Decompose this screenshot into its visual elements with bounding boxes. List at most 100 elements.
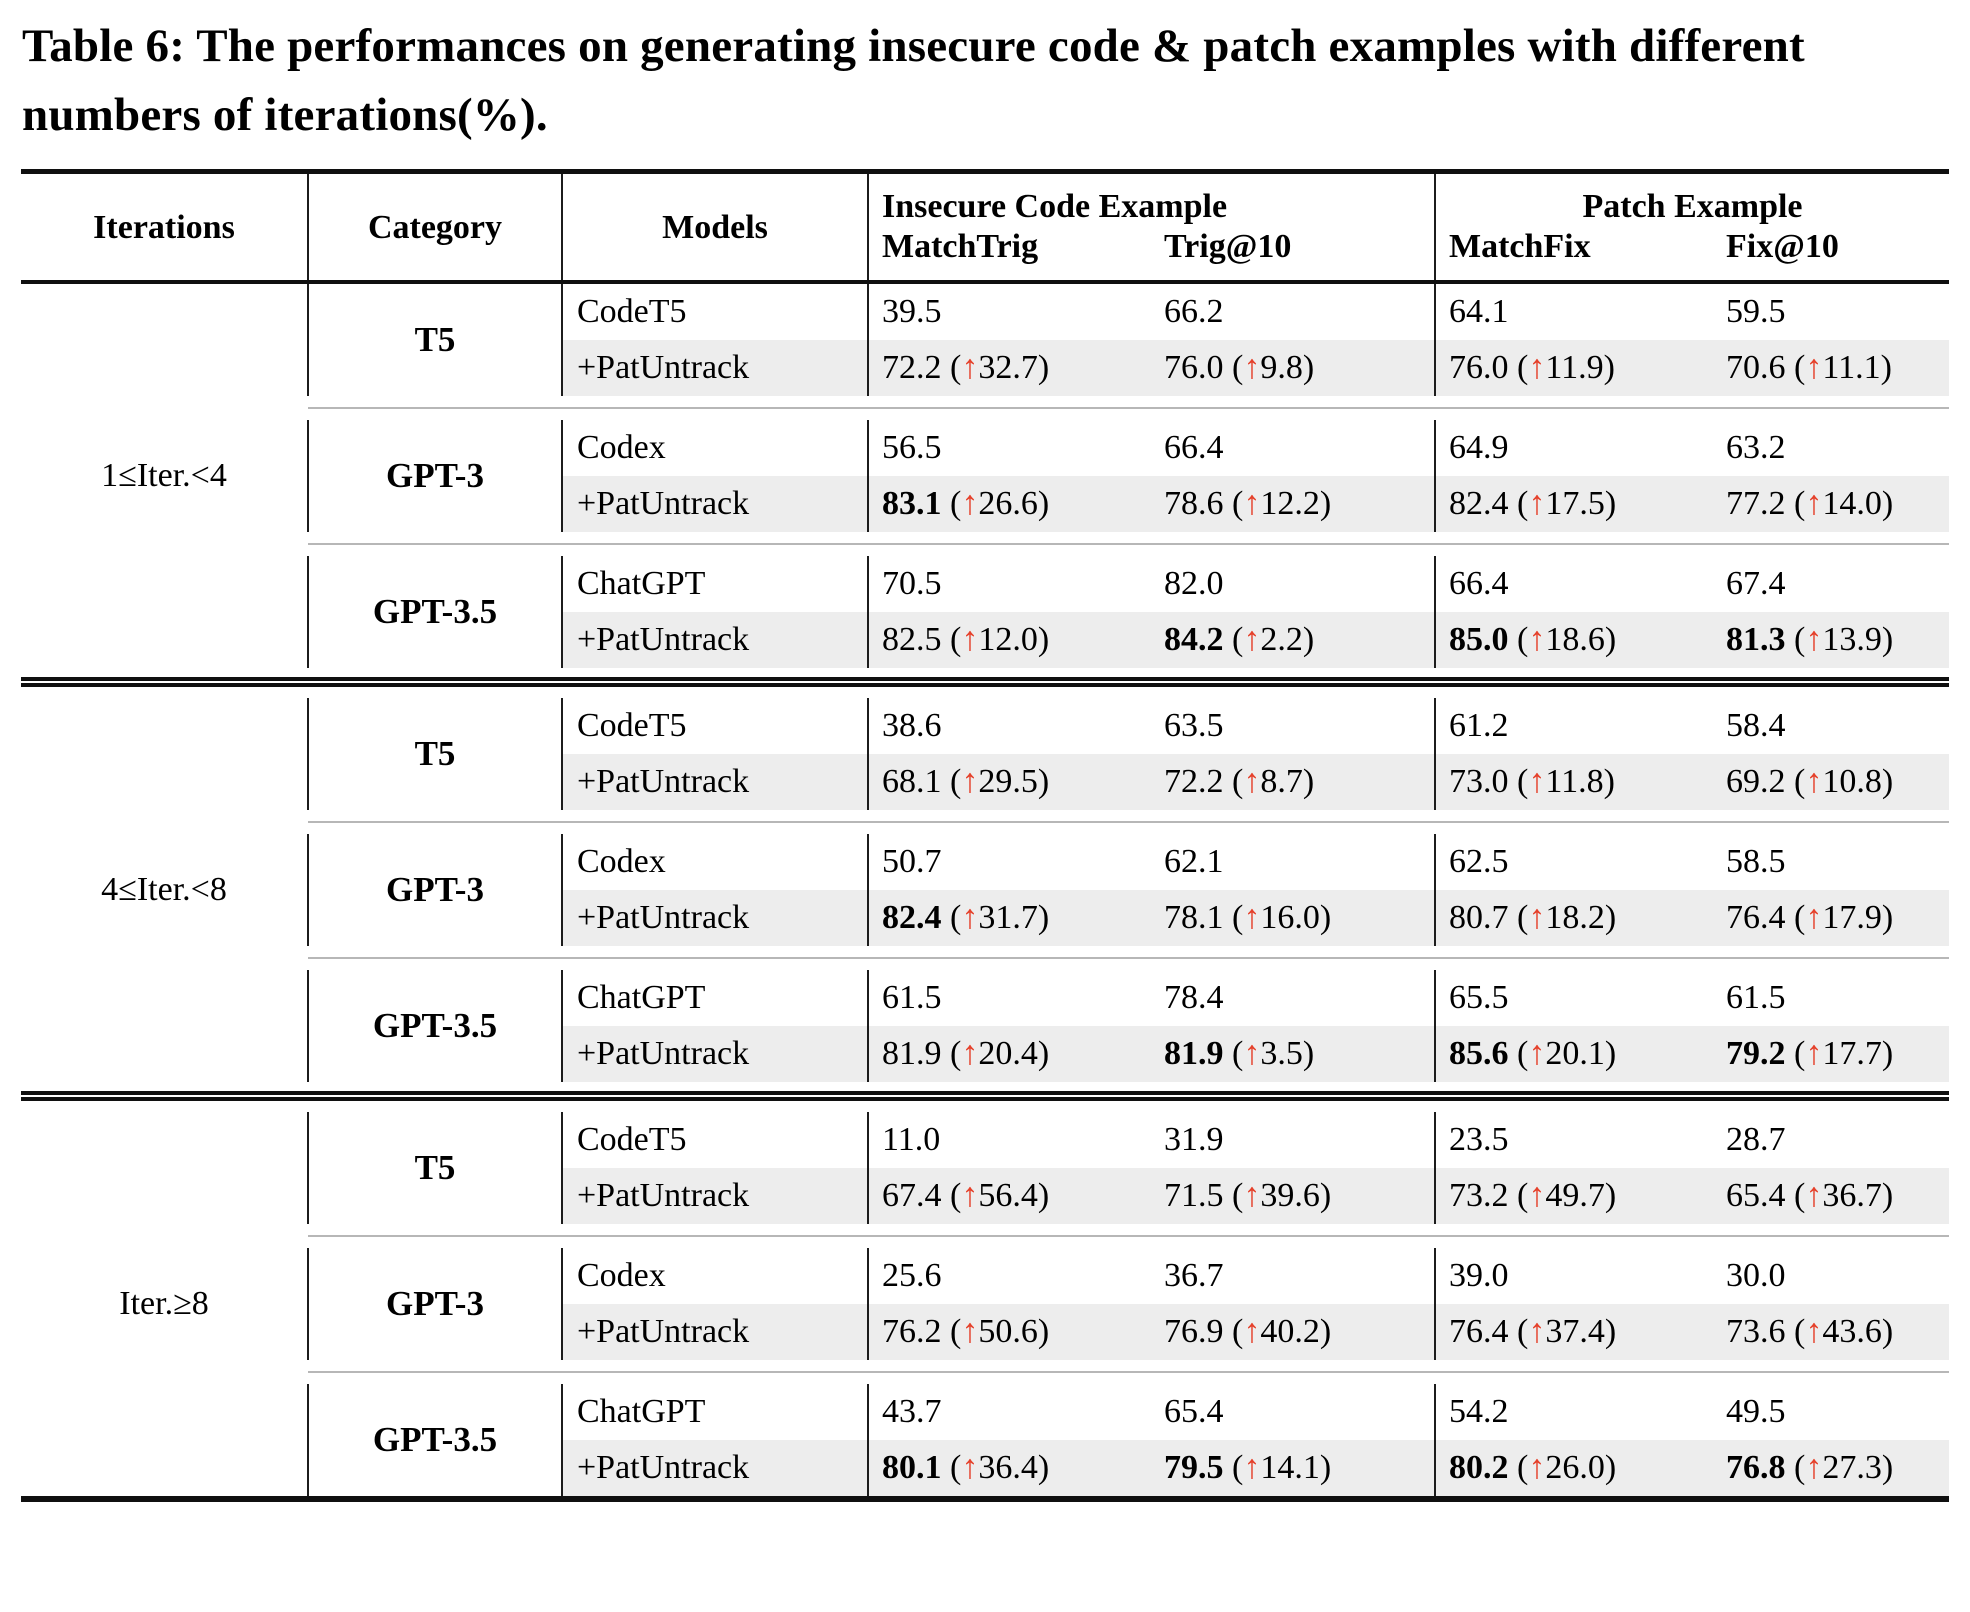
value-cell: 54.2 [1434, 1384, 1713, 1441]
subgroup-separator-row [21, 810, 1950, 834]
table-row: +PatUntrack 68.1 (↑29.5) 72.2 (↑8.7) 73.0 (… [21, 754, 1950, 811]
model-cell: +PatUntrack [561, 754, 868, 811]
table-row: Iter.≥8 T5 CodeT5 11.0 31.9 23.5 28.7 [21, 1112, 1949, 1322]
value-cell: 83.1 (↑26.6) [867, 476, 1151, 533]
value-cell: 67.4 (↑56.4) [867, 1168, 1151, 1225]
up-arrow-icon: ↑ [1528, 899, 1546, 937]
metric-value: 73.6 [1726, 1313, 1786, 1351]
metric-value: 66.4 [1449, 565, 1509, 603]
table-head: Iterations Category Models Insecure Code… [21, 174, 1950, 285]
metric-value: 79.5 [1164, 1449, 1224, 1487]
thin-divider [308, 957, 1950, 960]
value-cell: 85.6 (↑20.1) [1434, 1026, 1713, 1083]
value-cell: 58.4 [1713, 698, 1949, 754]
value-cell: 76.4 (↑17.9) [1713, 890, 1950, 947]
metric-value: 50.7 [882, 843, 942, 881]
header-rule-row [21, 280, 1950, 285]
up-arrow-icon: ↑ [1805, 621, 1823, 659]
subgroup-separator-row [21, 1360, 1950, 1384]
metric-value: 76.0 [1449, 349, 1509, 387]
metric-value: 58.4 [1726, 707, 1786, 745]
category-cell: GPT-3 [307, 834, 562, 947]
up-arrow-icon: ↑ [1243, 1177, 1261, 1215]
up-arrow-icon: ↑ [1805, 899, 1823, 937]
value-cell: 62.5 [1434, 834, 1713, 891]
value-cell: 50.7 [867, 834, 1151, 891]
up-arrow-icon: ↑ [1805, 485, 1823, 523]
up-arrow-icon: ↑ [1528, 1177, 1546, 1215]
category-cell: GPT-3 [307, 420, 562, 533]
value-cell: 38.6 [867, 698, 1151, 755]
model-cell: CodeT5 [561, 284, 868, 341]
thick-divider [21, 1091, 1950, 1102]
up-arrow-icon: ↑ [1805, 1177, 1823, 1215]
up-arrow-icon: ↑ [1243, 621, 1261, 659]
value-cell: 76.4 (↑37.4) [1434, 1304, 1713, 1361]
up-arrow-icon: ↑ [1528, 1313, 1546, 1351]
metric-value: 38.6 [882, 707, 942, 745]
value-cell: 81.3 (↑13.9) [1713, 612, 1950, 669]
metric-value: 80.2 [1449, 1449, 1509, 1487]
table-row: +PatUntrack 76.2 (↑50.6) 76.9 (↑40.2) 76.4 … [21, 1304, 1950, 1361]
up-arrow-icon: ↑ [961, 1449, 979, 1487]
up-arrow-icon: ↑ [1805, 763, 1823, 801]
model-cell: +PatUntrack [561, 1168, 868, 1225]
value-cell: 30.0 [1713, 1248, 1949, 1304]
value-cell: 66.2 [1151, 284, 1435, 340]
header-matchfix: MatchFix [1434, 226, 1713, 281]
group-separator-row [21, 668, 1950, 698]
table-row: +PatUntrack 82.4 (↑31.7) 78.1 (↑16.0) 80.7 … [21, 890, 1950, 947]
metric-value: 85.6 [1449, 1035, 1509, 1073]
thin-divider [308, 407, 1950, 410]
value-cell: 73.6 (↑43.6) [1713, 1304, 1950, 1361]
model-cell: ChatGPT [561, 556, 868, 613]
value-cell: 81.9 (↑20.4) [867, 1026, 1151, 1083]
value-cell: 59.5 [1713, 284, 1949, 340]
metric-value: 76.0 [1164, 349, 1224, 387]
up-arrow-icon: ↑ [1528, 1035, 1546, 1073]
value-cell: 79.2 (↑17.7) [1713, 1026, 1950, 1083]
up-arrow-icon: ↑ [1805, 1035, 1823, 1073]
model-cell: +PatUntrack [561, 476, 868, 533]
header-insecure-group: Insecure Code Example [867, 174, 1435, 227]
up-arrow-icon: ↑ [1528, 349, 1546, 387]
header-matchtrig: MatchTrig [867, 226, 1151, 281]
table-row: +PatUntrack 72.2 (↑32.7) 76.0 (↑9.8) 76.0 (… [21, 340, 1950, 397]
up-arrow-icon: ↑ [1243, 485, 1261, 523]
value-cell: 76.9 (↑40.2) [1151, 1304, 1435, 1361]
table-row: 4≤Iter.<8 T5 CodeT5 38.6 63.5 61.2 58.4 [21, 698, 1949, 908]
group-separator-row [21, 1082, 1950, 1112]
value-cell: 85.0 (↑18.6) [1434, 612, 1713, 669]
table-body: 1≤Iter.<4 T5 CodeT5 39.5 66.2 64.1 59.5 +PatUnt… [21, 284, 1950, 1497]
value-cell: 65.4 [1151, 1384, 1435, 1440]
metric-value: 28.7 [1726, 1121, 1786, 1159]
metric-value: 71.5 [1164, 1177, 1224, 1215]
value-cell: 61.5 [1713, 970, 1949, 1026]
up-arrow-icon: ↑ [1243, 1449, 1261, 1487]
up-arrow-icon: ↑ [1243, 763, 1261, 801]
thin-divider [308, 1235, 1950, 1238]
table-row: GPT-3 Codex 56.5 66.4 64.9 63.2 [21, 420, 1949, 533]
metric-value: 78.4 [1164, 979, 1224, 1017]
value-cell: 68.1 (↑29.5) [867, 754, 1151, 811]
value-cell: 66.4 [1434, 556, 1713, 613]
metric-value: 61.5 [882, 979, 942, 1017]
value-cell: 66.4 [1151, 420, 1435, 476]
metric-value: 79.2 [1726, 1035, 1786, 1073]
header-group-row: Iterations Category Models Insecure Code… [21, 174, 1950, 281]
value-cell: 76.0 (↑11.9) [1434, 340, 1713, 397]
value-cell: 11.0 [867, 1112, 1151, 1169]
category-cell: T5 [307, 284, 562, 397]
model-cell: +PatUntrack [561, 1440, 868, 1497]
up-arrow-icon: ↑ [1805, 349, 1823, 387]
model-cell: +PatUntrack [561, 340, 868, 397]
value-cell: 77.2 (↑14.0) [1713, 476, 1950, 533]
value-cell: 65.4 (↑36.7) [1713, 1168, 1950, 1225]
header-category: Category [307, 174, 562, 281]
header-rule [21, 280, 1950, 285]
value-cell: 73.2 (↑49.7) [1434, 1168, 1713, 1225]
model-cell: ChatGPT [561, 970, 868, 1027]
table-row: +PatUntrack 81.9 (↑20.4) 81.9 (↑3.5) 85.6 (… [21, 1026, 1950, 1083]
value-cell: 65.5 [1434, 970, 1713, 1027]
value-cell: 31.9 [1151, 1112, 1435, 1168]
